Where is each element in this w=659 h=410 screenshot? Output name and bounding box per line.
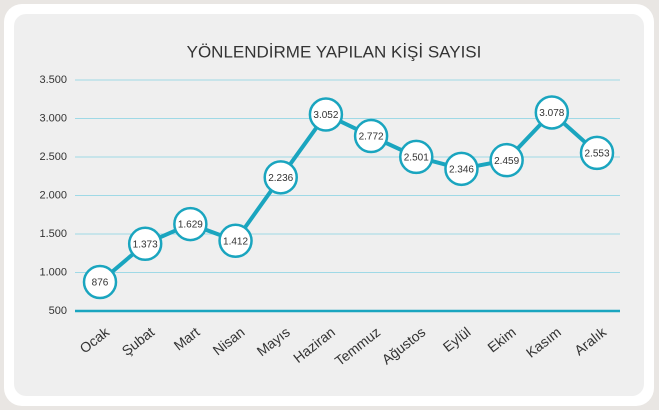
point <box>399 139 434 175</box>
point <box>579 135 615 171</box>
y-tick-label: 1.500 <box>39 228 67 240</box>
y-tick-label: 3.500 <box>39 74 67 86</box>
data-label: 876 <box>92 278 109 289</box>
data-label: 3.052 <box>313 110 338 121</box>
data-label: 2.553 <box>584 149 609 160</box>
point <box>127 226 163 262</box>
y-tick-label: 3.000 <box>39 112 67 124</box>
data-label: 2.501 <box>404 153 429 164</box>
point <box>444 151 479 187</box>
point <box>353 118 389 154</box>
point <box>173 206 208 242</box>
point <box>489 142 524 178</box>
data-label: 1.629 <box>178 220 203 231</box>
y-tick-label: 2.000 <box>39 189 67 201</box>
point <box>263 160 298 195</box>
data-label: 2.459 <box>494 156 519 167</box>
data-label: 2.346 <box>449 164 474 175</box>
y-tick-label: 500 <box>49 305 67 317</box>
point <box>534 95 570 130</box>
data-label: 3.078 <box>539 108 564 119</box>
data-label: 2.772 <box>359 132 384 143</box>
data-label: 1.373 <box>133 239 158 250</box>
point <box>218 223 253 259</box>
point <box>308 97 344 132</box>
data-label: 1.412 <box>223 236 248 247</box>
card <box>14 14 644 396</box>
data-label: 2.236 <box>268 173 293 184</box>
y-tick-label: 2.500 <box>39 151 67 163</box>
y-tick-label: 1.000 <box>39 266 67 278</box>
chart-title: YÖNLENDİRME YAPILAN KİŞİ SAYISI <box>187 42 482 61</box>
point <box>82 264 118 300</box>
